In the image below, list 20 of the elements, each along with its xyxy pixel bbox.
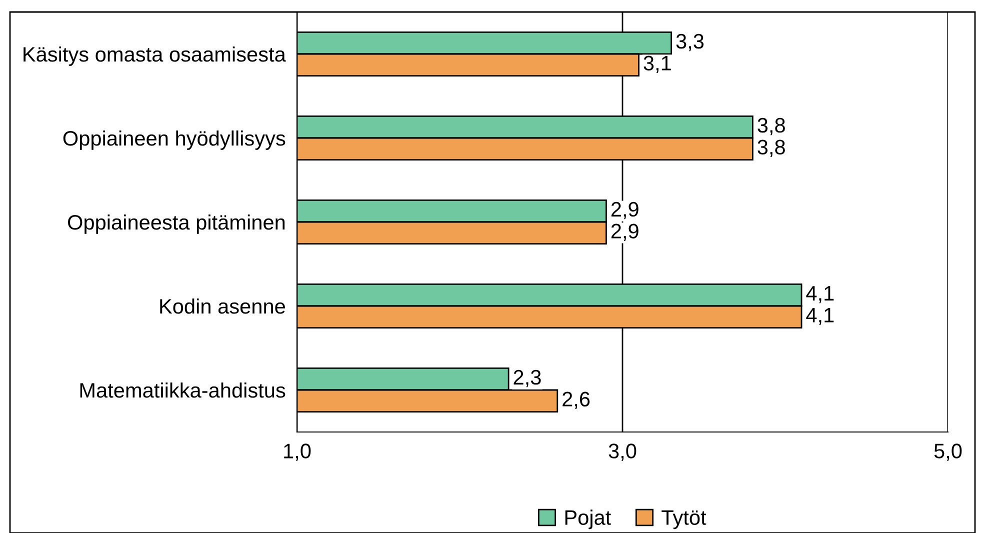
data-label: 4,1 [806,286,834,304]
data-label: 3,8 [758,140,785,157]
data-label: 4,1 [806,308,834,325]
y-tick-label: Oppiaineesta pitäminen [68,214,285,234]
y-tick-label: Kodin asenne [160,298,285,314]
data-label: 3,1 [644,56,671,73]
y-tick-label: Oppiaineen hyödyllisyys [63,130,286,150]
y-tick-label: Käsitys omasta osaamisesta [24,46,286,66]
x-tick-label: 5,0 [934,444,962,461]
data-label: 3,3 [676,34,704,52]
data-label: 3,8 [758,118,785,136]
data-label: 2,9 [611,224,638,241]
data-label: 2,3 [514,370,541,388]
x-tick-label: 3,0 [608,444,636,461]
legend-label: Pojat [565,510,612,530]
x-tick-label: 1,0 [284,444,311,461]
legend-label: Tytöt [662,510,706,530]
y-tick-label: Matematiikka-ahdistus [80,382,286,398]
data-label: 2,6 [562,392,590,409]
data-label: 2,9 [611,202,638,220]
